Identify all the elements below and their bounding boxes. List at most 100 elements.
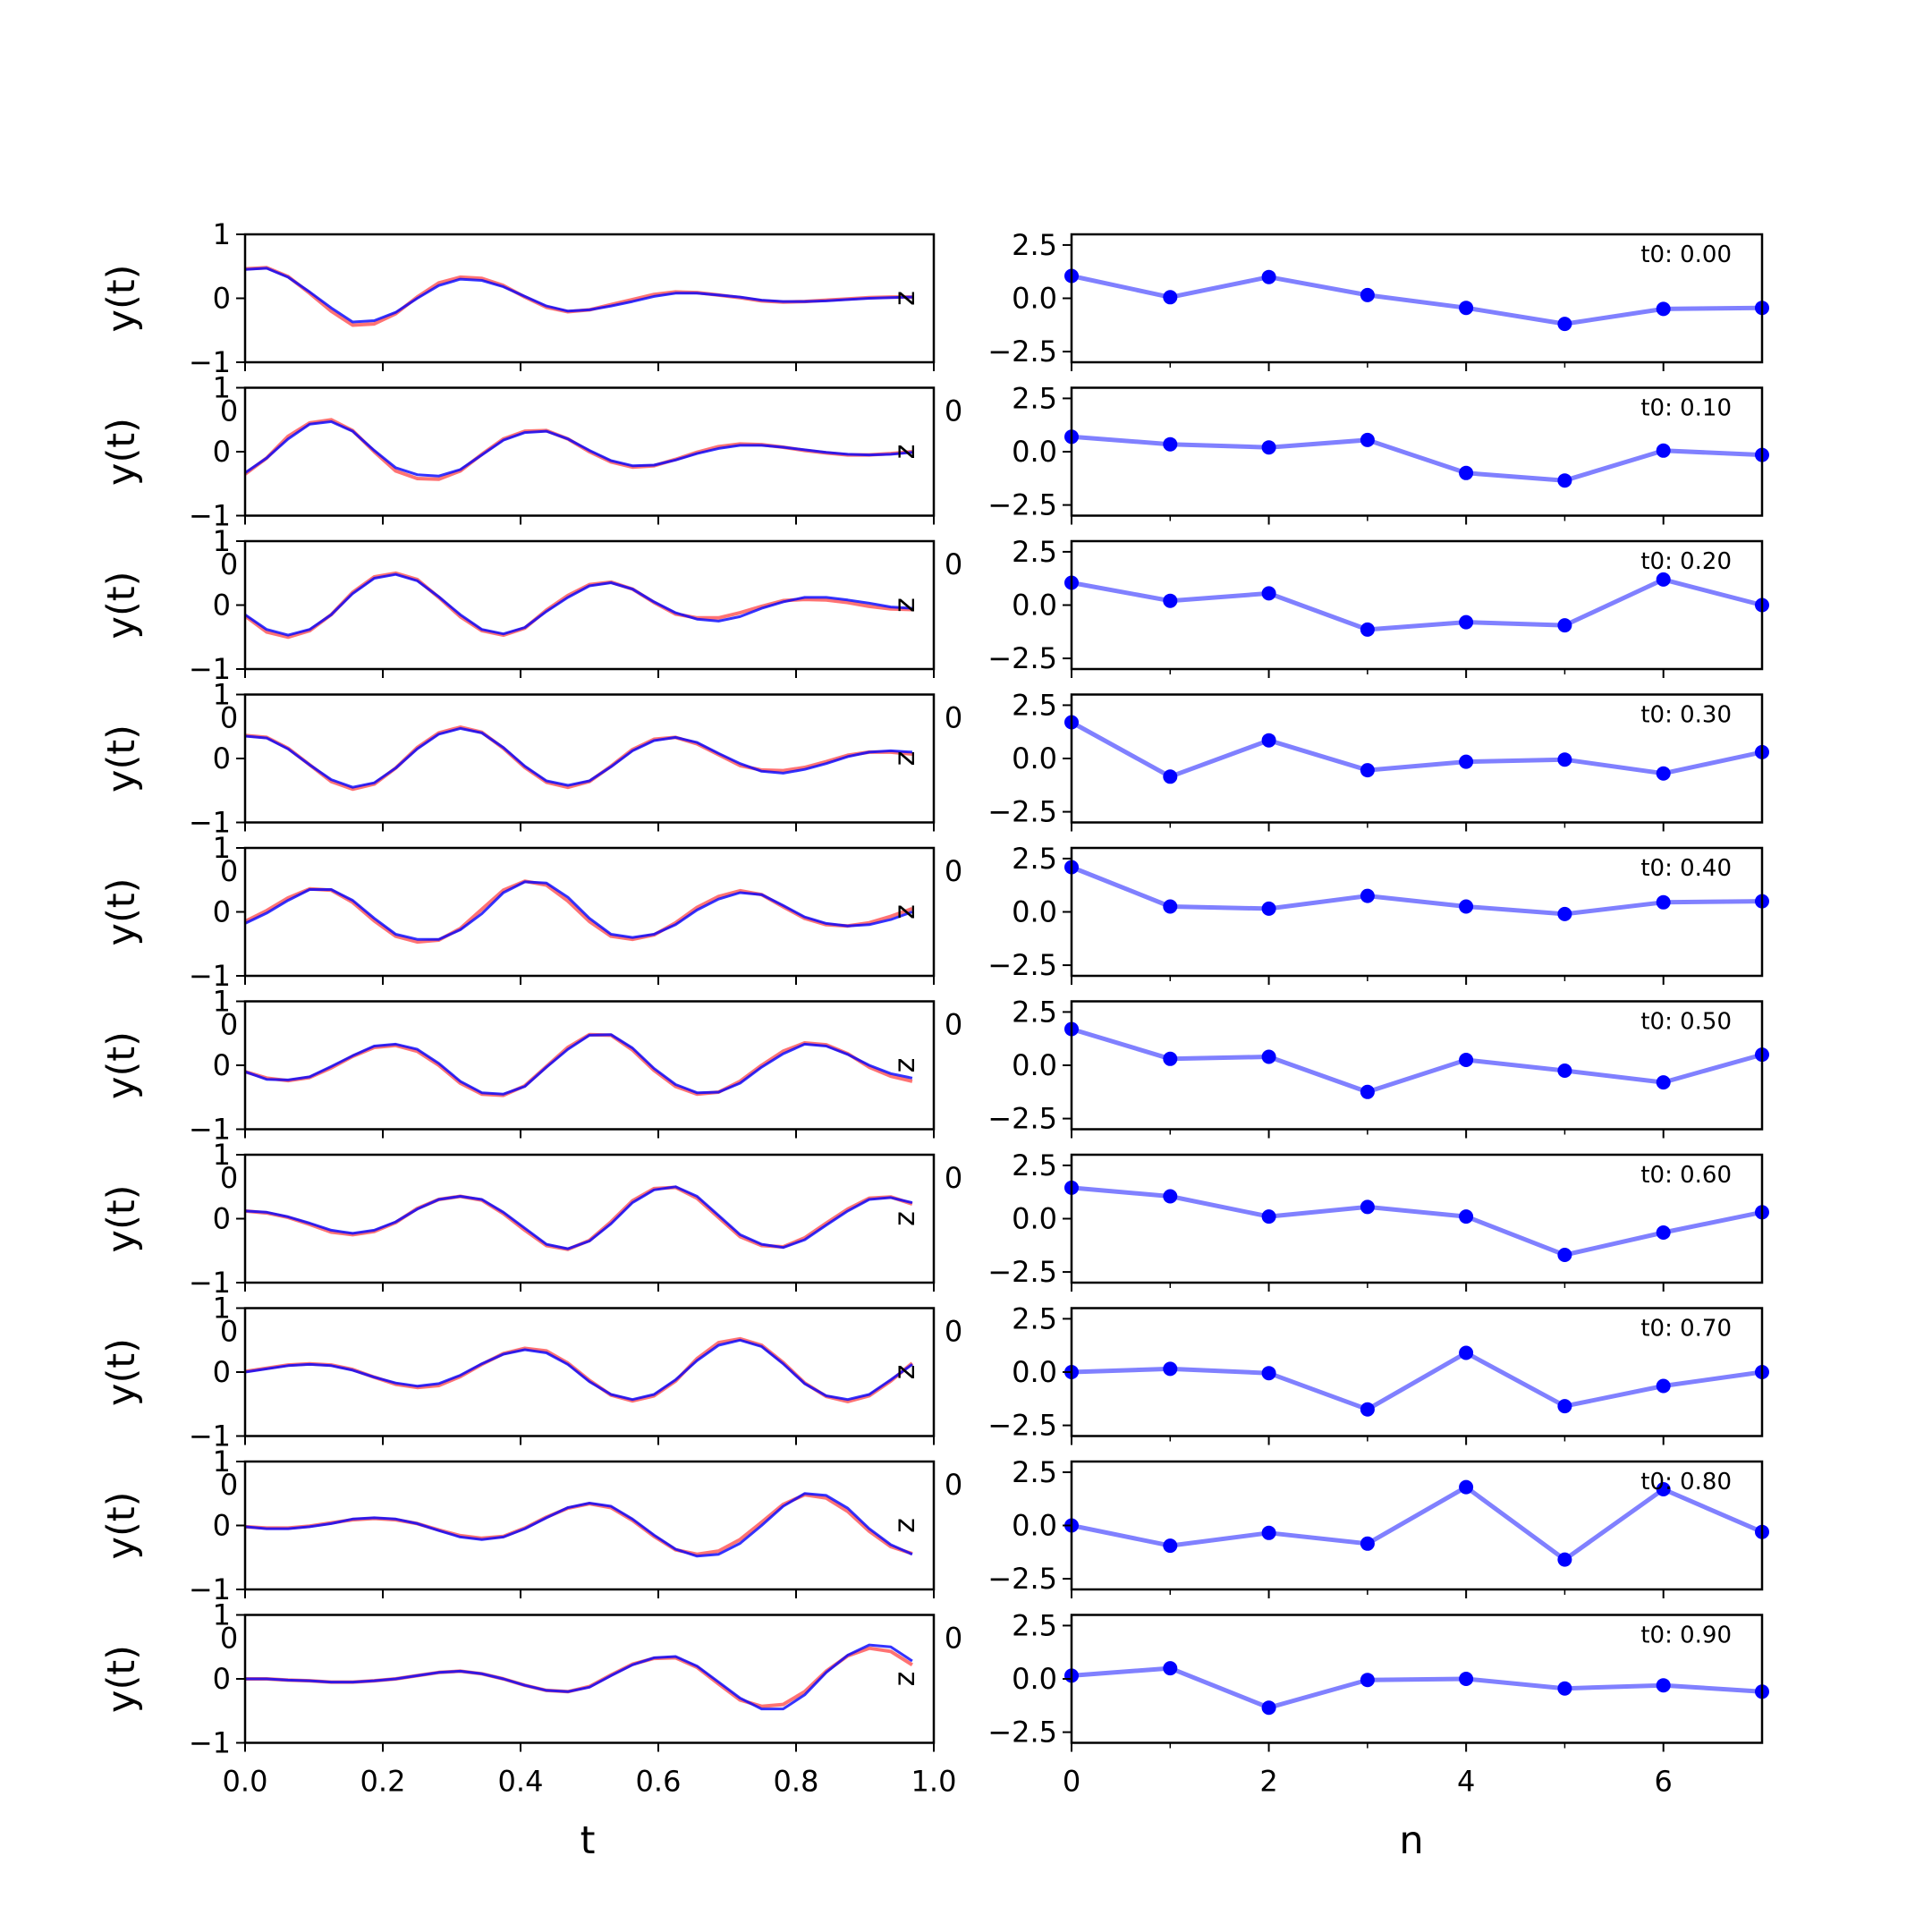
y-tick-label: −2.5 <box>987 1102 1057 1136</box>
right-panel-9: 2.5 0.0 −2.5 t0: 0.80 <box>987 1455 1769 1598</box>
y-tick-label: 1 <box>213 1292 231 1326</box>
y-tick-label: 1 <box>213 217 231 251</box>
coefficient-point <box>1163 593 1178 608</box>
y-axis-title: y(t) <box>99 1338 144 1406</box>
overlapped-axis-title: z <box>887 597 921 613</box>
y-tick-label: −1 <box>189 806 231 840</box>
coefficient-point <box>1557 1681 1572 1696</box>
overlapped-tick-label: 0 <box>220 394 238 428</box>
coefficient-point <box>1656 1482 1671 1496</box>
y-tick-label: −1 <box>189 1572 231 1606</box>
series-blue-line <box>244 1033 913 1096</box>
coefficient-point <box>1261 1209 1276 1224</box>
y-tick-label: −1 <box>189 959 231 993</box>
series-blue-line <box>244 1185 913 1250</box>
coefficient-line <box>1071 1351 1763 1412</box>
overlapped-axis-title: z <box>887 1211 921 1226</box>
coefficient-point <box>1360 1084 1375 1099</box>
y-tick-label: 0.0 <box>1012 1048 1057 1082</box>
overlapped-tick-label: 0 <box>220 1161 238 1195</box>
series-red-line <box>245 1646 913 1708</box>
series-blue-line <box>244 1338 913 1402</box>
coefficient-point <box>1360 287 1375 302</box>
series-blue-line <box>244 726 912 789</box>
x-tick-label: 0.2 <box>360 1765 406 1799</box>
overlapped-tick-label: 0 <box>945 1468 962 1502</box>
right-panel-1: 2.5 0.0 −2.5 t0: 0.00 <box>987 228 1769 371</box>
coefficient-point <box>1557 752 1572 767</box>
coefficient-point <box>1459 1345 1474 1360</box>
coefficient-point <box>1459 1053 1474 1067</box>
right-panel-6: 2.5 0.0 −2.5 t0: 0.50 <box>987 995 1769 1139</box>
left-panel-9: 10−1y(t) z0 0 <box>99 1445 962 1606</box>
y-tick-label: −1 <box>189 652 231 686</box>
overlapped-axis-title: z <box>887 1058 921 1073</box>
coefficient-point <box>1163 1361 1178 1377</box>
y-axis-title: y(t) <box>99 724 144 792</box>
right-panel-2: 2.5 0.0 −2.5 t0: 0.10 <box>987 381 1769 525</box>
panel-tag-label: t0: 0.40 <box>1640 855 1732 882</box>
y-tick-label: 0.0 <box>1012 1509 1057 1543</box>
left-panel-5: 10−1y(t) z0 0 <box>99 831 962 993</box>
left-panel-10: 10−10.0 0.2 0.4 0.6 0.8 1.0y(t) z0 0 <box>99 1598 962 1799</box>
y-axis-title: y(t) <box>99 265 144 333</box>
overlapped-tick-label: 0 <box>220 1622 238 1656</box>
coefficient-point <box>1459 465 1474 480</box>
y-tick-label: 0.0 <box>1012 589 1057 623</box>
y-tick-label: 0.0 <box>1012 1355 1057 1389</box>
y-tick-label: 2.5 <box>1012 535 1057 569</box>
coefficient-point <box>1459 1479 1474 1495</box>
coefficient-point <box>1360 763 1375 778</box>
coefficient-point <box>1557 1248 1572 1262</box>
y-tick-label: 0.0 <box>1012 1662 1057 1696</box>
overlapped-axis-title: z <box>887 1365 921 1380</box>
coefficient-line <box>1071 1485 1763 1563</box>
coefficient-point <box>1459 754 1474 769</box>
y-tick-label: −2.5 <box>987 1562 1057 1596</box>
y-tick-label: 1 <box>213 678 231 712</box>
left-axes-frame <box>243 1614 936 1744</box>
series-red-line <box>244 1493 913 1556</box>
left-panel-6: 10−1y(t) z0 0 <box>99 985 962 1147</box>
y-tick-label: 0.0 <box>1012 741 1057 775</box>
y-tick-label: 2.5 <box>1012 1455 1057 1489</box>
coefficient-point <box>1261 1525 1276 1540</box>
coefficient-point <box>1459 1209 1474 1224</box>
y-tick-label: −2.5 <box>987 1255 1057 1289</box>
overlapped-axis-title: z <box>887 1518 921 1533</box>
y-tick-label: −2.5 <box>987 1409 1057 1443</box>
overlapped-axis-title: z <box>887 904 921 919</box>
y-tick-label: 1 <box>213 1138 231 1172</box>
left-axes-frame <box>243 846 936 978</box>
x-tick-label: 6 <box>1655 1765 1673 1799</box>
coefficient-point <box>1261 1366 1276 1381</box>
coefficient-point <box>1163 1051 1178 1066</box>
coefficient-point <box>1459 1672 1474 1686</box>
left-axes-frame <box>243 539 936 671</box>
y-tick-label: 2.5 <box>1012 228 1057 262</box>
y-tick-label: −2.5 <box>987 641 1057 675</box>
panel-tag-label: t0: 0.10 <box>1640 395 1732 422</box>
overlapped-tick-label: 0 <box>945 854 962 888</box>
left-axes-frame <box>243 693 936 824</box>
coefficient-point <box>1656 443 1671 458</box>
overlapped-axis-title: z <box>887 445 921 460</box>
coefficient-point <box>1261 586 1276 601</box>
series-blue-line <box>244 880 913 941</box>
y-axis-title: y(t) <box>99 1492 144 1560</box>
right-panel-10: 2.5 0.0 −2.50 2 4 6 t0: 0.90 <box>987 1608 1769 1799</box>
right-x-axis-title: n <box>1399 1818 1423 1863</box>
y-tick-label: 0 <box>213 1202 231 1236</box>
coefficient-line <box>1071 434 1763 483</box>
coefficient-line <box>1071 865 1763 917</box>
panel-tag-label: t0: 0.90 <box>1640 1623 1732 1649</box>
coefficient-point <box>1261 1049 1276 1064</box>
coefficient-point <box>1163 1538 1178 1554</box>
panel-tag-label: t0: 0.70 <box>1640 1316 1732 1343</box>
coefficient-point <box>1360 888 1375 903</box>
y-tick-label: 0 <box>213 1048 231 1082</box>
x-tick-label: 0.4 <box>498 1765 544 1799</box>
overlapped-axis-title: z <box>887 751 921 767</box>
x-tick-label: 0.6 <box>636 1765 682 1799</box>
